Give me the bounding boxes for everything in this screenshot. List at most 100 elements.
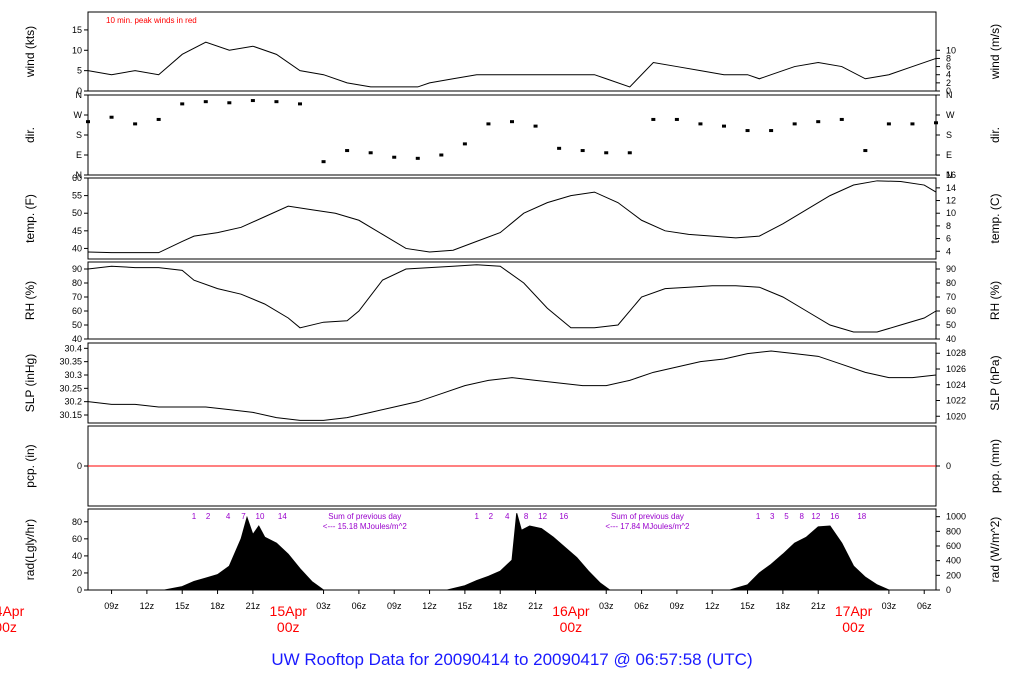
direction-point xyxy=(392,155,397,159)
direction-point xyxy=(180,102,185,106)
radiation-hour-label: 14 xyxy=(278,512,287,521)
direction-point xyxy=(368,151,373,155)
left-tick-label: 0 xyxy=(77,461,82,471)
left-tick-label: N xyxy=(76,170,83,180)
panel-rh xyxy=(84,261,940,340)
direction-point xyxy=(769,129,774,133)
panel-dir xyxy=(84,94,940,176)
direction-point xyxy=(934,121,938,125)
y-axis-label-right: pcp. (mm) xyxy=(988,439,1002,493)
panel-frame xyxy=(87,261,937,340)
y-axis-label-left: temp. (F) xyxy=(23,194,37,243)
day-tick-date: 14Apr xyxy=(0,603,25,619)
x-tick-label: 18z xyxy=(493,601,508,611)
y-axis-label-left: pcp. (in) xyxy=(23,444,37,487)
day-tick-date: 16Apr xyxy=(552,603,590,619)
day-tick-time: 00z xyxy=(560,619,583,635)
direction-point xyxy=(439,153,444,157)
right-tick-label: 400 xyxy=(946,556,961,566)
left-tick-label: 30.35 xyxy=(59,357,82,367)
left-tick-label: 30.3 xyxy=(64,370,82,380)
right-tick-label: 10 xyxy=(946,45,956,55)
right-tick-label: 90 xyxy=(946,264,956,274)
right-tick-label: 1024 xyxy=(946,380,966,390)
right-tick-label: 10 xyxy=(946,208,956,218)
direction-point xyxy=(133,122,138,126)
left-tick-label: 15 xyxy=(72,25,82,35)
right-tick-label: 1026 xyxy=(946,364,966,374)
direction-point xyxy=(816,120,821,124)
radiation-hour-label: 8 xyxy=(800,512,805,521)
panel-pcp xyxy=(84,425,940,507)
direction-point xyxy=(415,156,420,160)
y-axis-label-left: rad(Lgly/hr) xyxy=(23,519,37,580)
y-axis-label-right: SLP (hPa) xyxy=(988,355,1002,410)
panel-slp xyxy=(84,342,940,424)
x-tick-label: 18z xyxy=(776,601,791,611)
x-tick-label: 03z xyxy=(882,601,897,611)
day-tick-time: 00z xyxy=(277,619,300,635)
radiation-summary-title: Sum of previous day xyxy=(611,512,684,521)
series-line-rh xyxy=(87,264,937,333)
y-axis-label-right: RH (%) xyxy=(988,281,1002,320)
direction-point xyxy=(510,120,514,124)
radiation-hour-label: 16 xyxy=(559,512,568,521)
direction-point xyxy=(698,122,703,126)
radiation-hour-label: 2 xyxy=(206,512,211,521)
right-tick-label: 0 xyxy=(946,461,951,471)
right-tick-label: 6 xyxy=(946,62,951,72)
direction-point xyxy=(86,120,90,124)
x-tick-label: 15z xyxy=(740,601,755,611)
radiation-area xyxy=(164,513,890,591)
left-tick-label: 70 xyxy=(72,292,82,302)
left-tick-label: 10 xyxy=(72,45,82,55)
x-tick-label: 06z xyxy=(352,601,367,611)
left-tick-label: 80 xyxy=(72,517,82,527)
direction-point xyxy=(604,151,609,155)
right-tick-label: 16 xyxy=(946,170,956,180)
left-tick-label: E xyxy=(76,150,82,160)
panel-frame xyxy=(87,342,937,424)
radiation-hour-label: 2 xyxy=(489,512,494,521)
left-tick-label: S xyxy=(76,130,82,140)
x-tick-label: 12z xyxy=(140,601,155,611)
panel-temp xyxy=(84,174,940,260)
radiation-hour-label: 5 xyxy=(784,512,789,521)
left-tick-label: 60 xyxy=(72,173,82,183)
right-tick-label: 1022 xyxy=(946,395,966,405)
y-axis-label-left: SLP (inHg) xyxy=(23,354,37,412)
direction-point xyxy=(203,100,208,104)
radiation-hour-label: 4 xyxy=(505,512,510,521)
left-tick-label: 5 xyxy=(77,66,82,76)
right-tick-label: 1028 xyxy=(946,348,966,358)
left-tick-label: 40 xyxy=(72,243,82,253)
panel-rad xyxy=(84,508,940,591)
direction-point xyxy=(910,122,915,126)
series-line-slp xyxy=(87,350,937,421)
right-tick-label: S xyxy=(946,130,952,140)
day-tick-date: 15Apr xyxy=(270,603,308,619)
direction-point xyxy=(109,115,114,119)
direction-point xyxy=(580,149,585,153)
left-tick-label: 0 xyxy=(77,585,82,595)
x-tick-label: 15z xyxy=(458,601,473,611)
x-tick-label: 09z xyxy=(104,601,119,611)
y-axis-label-right: rad (W/m^2) xyxy=(988,517,1002,583)
direction-point xyxy=(250,99,255,103)
direction-point xyxy=(227,101,232,105)
radiation-hour-label: 4 xyxy=(226,512,231,521)
y-axis-label-right: wind (m/s) xyxy=(988,24,1002,80)
day-tick-time: 00z xyxy=(0,619,17,635)
y-axis-label-left: dir. xyxy=(23,127,37,143)
direction-point xyxy=(651,117,656,121)
right-tick-label: 0 xyxy=(946,585,951,595)
radiation-hour-label: 10 xyxy=(256,512,265,521)
right-tick-label: 12 xyxy=(946,196,956,206)
right-tick-label: 600 xyxy=(946,541,961,551)
left-tick-label: W xyxy=(74,110,83,120)
left-tick-label: 60 xyxy=(72,534,82,544)
panel-frame xyxy=(87,11,937,92)
direction-point xyxy=(792,122,797,126)
radiation-hour-label: 8 xyxy=(524,512,529,521)
direction-point xyxy=(863,149,868,153)
